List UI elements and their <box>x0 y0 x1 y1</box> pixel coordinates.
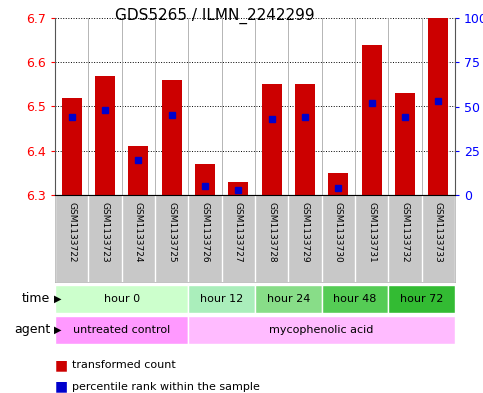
Text: GSM1133726: GSM1133726 <box>200 202 210 263</box>
Text: untreated control: untreated control <box>73 325 170 335</box>
Bar <box>262 84 282 195</box>
Text: GSM1133727: GSM1133727 <box>234 202 243 263</box>
Bar <box>128 146 148 195</box>
Text: agent: agent <box>14 323 50 336</box>
Text: percentile rank within the sample: percentile rank within the sample <box>72 382 260 391</box>
Bar <box>255 285 322 313</box>
Bar <box>388 285 455 313</box>
Text: GDS5265 / ILMN_2242299: GDS5265 / ILMN_2242299 <box>115 8 315 24</box>
Text: GSM1133722: GSM1133722 <box>67 202 76 263</box>
Text: GSM1133724: GSM1133724 <box>134 202 143 263</box>
Bar <box>188 316 455 344</box>
Bar <box>95 75 115 195</box>
Bar <box>395 93 415 195</box>
Bar <box>428 18 448 195</box>
Text: mycophenolic acid: mycophenolic acid <box>270 325 374 335</box>
Text: GSM1133723: GSM1133723 <box>100 202 110 263</box>
Text: hour 12: hour 12 <box>200 294 243 304</box>
Bar <box>162 80 182 195</box>
Text: GSM1133729: GSM1133729 <box>300 202 310 263</box>
Text: GSM1133728: GSM1133728 <box>267 202 276 263</box>
Text: GSM1133725: GSM1133725 <box>167 202 176 263</box>
Text: ■: ■ <box>55 358 68 372</box>
Text: GSM1133731: GSM1133731 <box>367 202 376 263</box>
Text: GSM1133732: GSM1133732 <box>400 202 410 263</box>
Text: ■: ■ <box>55 380 68 393</box>
Bar <box>322 285 388 313</box>
Bar <box>228 182 248 195</box>
Bar <box>195 164 215 195</box>
Bar <box>188 285 255 313</box>
Text: hour 24: hour 24 <box>267 294 310 304</box>
Bar <box>328 173 348 195</box>
Bar <box>62 97 82 195</box>
Text: ▶: ▶ <box>54 294 61 304</box>
Bar <box>295 84 315 195</box>
Text: hour 0: hour 0 <box>104 294 140 304</box>
Text: hour 72: hour 72 <box>400 294 443 304</box>
Text: ▶: ▶ <box>54 325 61 335</box>
Text: GSM1133733: GSM1133733 <box>434 202 443 263</box>
Bar <box>55 285 188 313</box>
Text: hour 48: hour 48 <box>333 294 377 304</box>
Text: GSM1133730: GSM1133730 <box>334 202 343 263</box>
Text: transformed count: transformed count <box>72 360 176 370</box>
Text: time: time <box>22 292 50 305</box>
Bar <box>362 44 382 195</box>
Bar <box>55 316 188 344</box>
